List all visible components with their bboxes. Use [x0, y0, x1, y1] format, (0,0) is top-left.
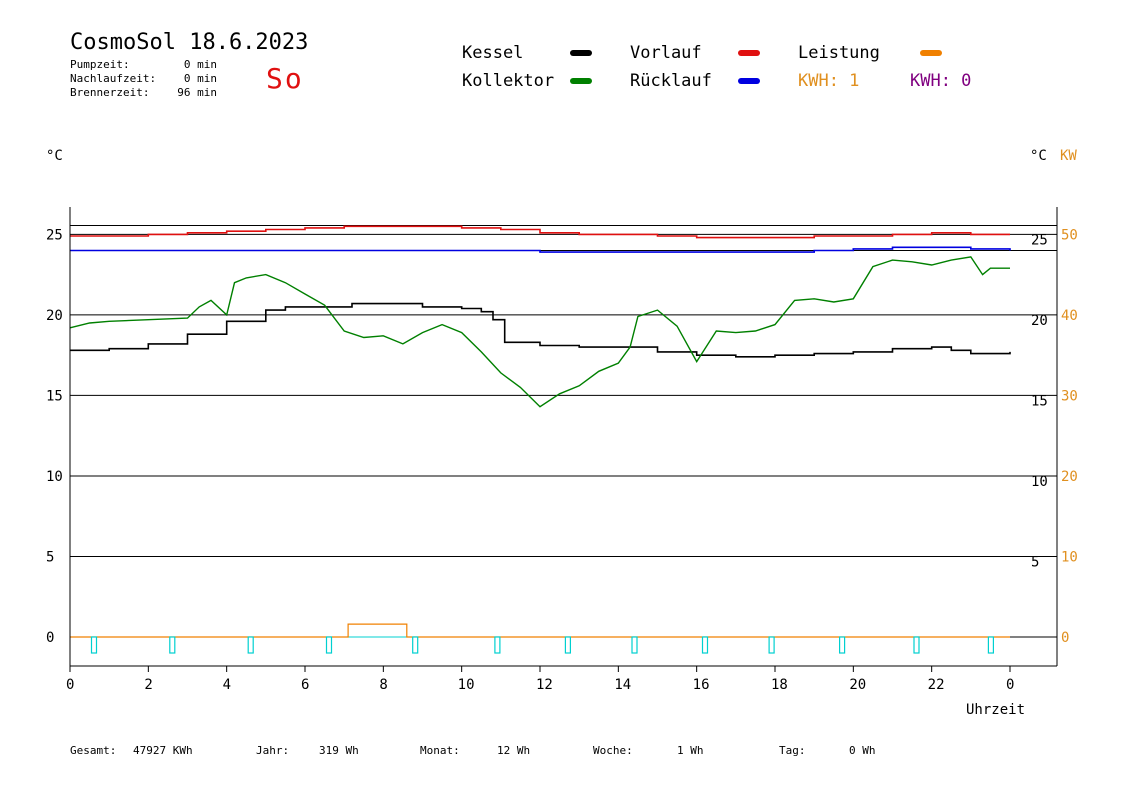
series-line-vorlauf: [70, 225, 1010, 239]
stat-label-pump: Pumpzeit:: [70, 58, 130, 71]
y-tick-label-left: 20: [46, 308, 63, 324]
x-tick-label: 4: [223, 677, 231, 693]
legend-kollektor: Kollektor: [462, 71, 555, 91]
y-tick-label-right-kw: 40: [1061, 308, 1078, 324]
series-line-leistung: [70, 623, 1010, 638]
y-tick-label-right-c: 15: [1031, 393, 1048, 409]
pump-pulse: [90, 636, 98, 654]
footer-label-jahr: Jahr:: [256, 744, 290, 757]
x-tick-label: 22: [928, 677, 945, 693]
stat-value-brenner: 96 min: [177, 86, 217, 99]
footer-value-tag: 0 Wh: [849, 744, 876, 757]
footer-label-gesamt: Gesamt:: [70, 744, 117, 757]
footer-value-woche: 1 Wh: [677, 744, 704, 757]
x-tick-label: 10: [458, 677, 475, 693]
legend-swatch-kessel: [570, 50, 592, 56]
y-tick-label-left: 15: [46, 388, 63, 404]
footer-value-monat: 12 Wh: [497, 744, 531, 757]
legend-kwh-1: KWH: 1: [798, 71, 860, 91]
pump-pulse: [987, 636, 995, 654]
x-tick-label: 2: [144, 677, 152, 693]
legend-swatch-vorlauf: [738, 50, 760, 56]
legend-vorlauf: Vorlauf: [630, 43, 702, 63]
footer-label-tag: Tag:: [779, 744, 806, 757]
y-tick-label-right-c: 10: [1031, 474, 1048, 490]
y-tick-label-right-kw: 30: [1061, 388, 1078, 404]
footer-value-gesamt: 47927 KWh: [133, 744, 193, 757]
y-tick-label-right-c: 5: [1031, 554, 1039, 570]
y-tick-label-left: 5: [46, 549, 54, 565]
pump-pulse: [169, 636, 176, 654]
y-tick-label-right-kw: 0: [1061, 630, 1069, 646]
pump-pulse: [838, 636, 846, 654]
page-title: CosmoSol 18.6.2023: [70, 30, 309, 55]
y-tick-label-left: 10: [46, 469, 63, 485]
pump-pulse: [631, 636, 638, 654]
x-tick-label: 20: [849, 677, 866, 693]
x-tick-label: 18: [771, 677, 788, 693]
pump-pulse: [701, 636, 709, 654]
y-tick-label-left: 0: [46, 630, 54, 646]
y-tick-label-left: 25: [46, 227, 63, 243]
x-tick-label: 16: [693, 677, 710, 693]
right-axis-unit-c: °C: [1030, 148, 1047, 164]
weekday-label: So: [266, 62, 304, 95]
x-tick-label: 6: [301, 677, 309, 693]
footer-label-monat: Monat:: [420, 744, 460, 757]
x-tick-label: 12: [536, 677, 553, 693]
x-axis-label: Uhrzeit: [966, 702, 1026, 718]
stat-label-nachlauf: Nachlaufzeit:: [70, 72, 157, 85]
pump-pulse: [494, 636, 501, 654]
pump-pulse: [247, 636, 254, 654]
x-tick-label: 0: [1006, 677, 1014, 693]
legend-swatch-leistung: [920, 50, 942, 56]
pump-pulse: [913, 636, 920, 654]
legend-ruecklauf: Rücklauf: [630, 71, 712, 91]
x-tick-label: 0: [66, 677, 74, 693]
pump-pulse: [564, 636, 572, 654]
y-tick-label-right-kw: 10: [1061, 549, 1078, 565]
series-line-kollektor: [69, 256, 1010, 408]
stat-value-pump: 0 min: [183, 58, 217, 71]
stat-label-brenner: Brennerzeit:: [70, 86, 150, 99]
series-line-ruecklauf: [70, 246, 1011, 253]
stat-value-nachlauf: 0 min: [183, 72, 217, 85]
left-axis-unit: °C: [46, 148, 63, 164]
x-tick-label: 14: [614, 677, 631, 693]
legend-swatch-kollektor: [570, 78, 592, 84]
footer-value-jahr: 319 Wh: [319, 744, 359, 757]
legend-kessel: Kessel: [462, 43, 524, 63]
y-tick-label-right-c: 25: [1031, 232, 1048, 248]
pump-pulse: [412, 636, 419, 654]
legend-kwh-2: KWH: 0: [910, 71, 972, 91]
series-line-kessel: [70, 302, 1011, 358]
y-tick-label-right-kw: 50: [1061, 227, 1078, 243]
pump-pulse: [768, 636, 775, 654]
y-tick-label-right-kw: 20: [1061, 469, 1078, 485]
x-tick-label: 8: [379, 677, 387, 693]
footer-label-woche: Woche:: [593, 744, 633, 757]
y-tick-label-right-c: 20: [1031, 313, 1048, 329]
right-axis-unit-kw: KW: [1060, 148, 1077, 164]
legend-leistung: Leistung: [798, 43, 880, 63]
legend-swatch-ruecklauf: [738, 78, 760, 84]
pump-pulse: [325, 636, 333, 654]
